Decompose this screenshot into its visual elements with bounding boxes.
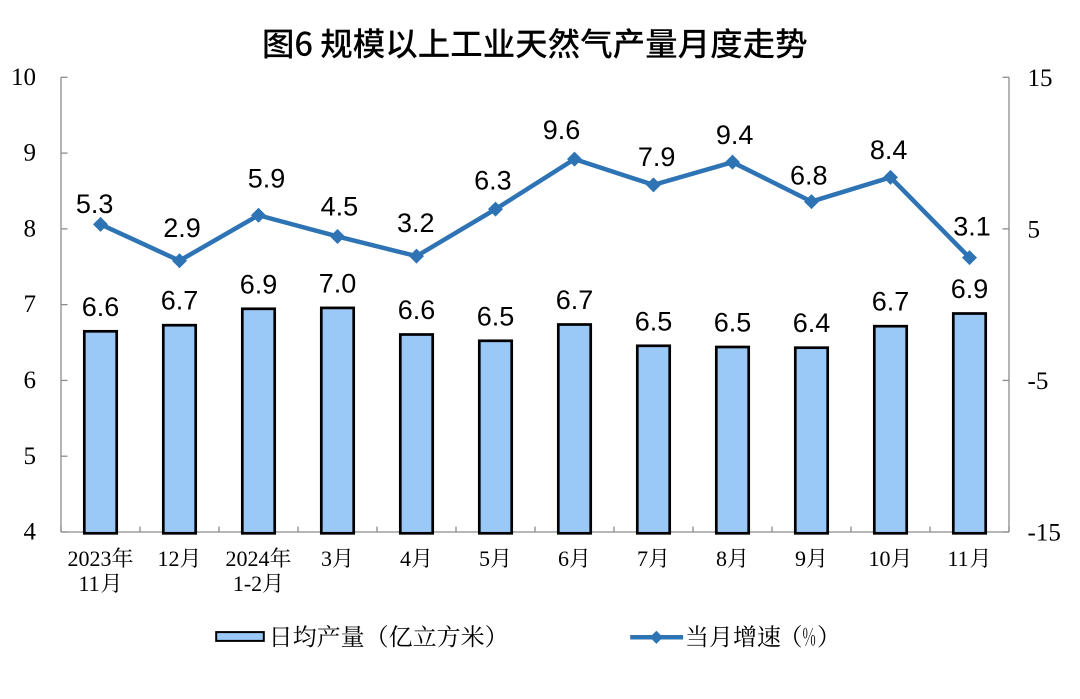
svg-text:5.9: 5.9 (248, 164, 286, 194)
svg-text:6.7: 6.7 (161, 286, 199, 316)
svg-text:1-2: 1-2 (233, 571, 262, 596)
svg-text:6.6: 6.6 (82, 292, 120, 322)
svg-text:4: 4 (24, 519, 37, 546)
svg-text:6.9: 6.9 (951, 274, 989, 304)
svg-text:9: 9 (795, 546, 806, 571)
svg-text:2024: 2024 (226, 546, 270, 571)
svg-text:7: 7 (637, 546, 648, 571)
svg-text:15: 15 (1028, 65, 1053, 92)
svg-text:3.1: 3.1 (953, 212, 991, 242)
svg-text:3: 3 (321, 546, 332, 571)
svg-text:7.0: 7.0 (319, 268, 357, 298)
svg-text:5: 5 (479, 546, 490, 571)
svg-text:6.9: 6.9 (240, 269, 278, 299)
svg-text:6.8: 6.8 (790, 160, 828, 190)
svg-text:12: 12 (158, 546, 180, 571)
svg-text:3.2: 3.2 (397, 208, 435, 238)
svg-text:6: 6 (24, 367, 37, 394)
svg-text:6: 6 (558, 546, 569, 571)
svg-text:-15: -15 (1028, 520, 1061, 547)
svg-text:5.3: 5.3 (76, 189, 114, 219)
svg-text:8: 8 (716, 546, 727, 571)
svg-text:9.6: 9.6 (543, 115, 581, 145)
svg-text:9: 9 (24, 140, 37, 167)
svg-text:7: 7 (24, 291, 37, 318)
svg-text:7.9: 7.9 (638, 142, 676, 172)
svg-text:6.7: 6.7 (556, 285, 594, 315)
svg-text:4.5: 4.5 (321, 192, 359, 222)
svg-text:6.6: 6.6 (398, 295, 436, 325)
svg-text:9.4: 9.4 (716, 120, 754, 150)
svg-text:6.7: 6.7 (872, 287, 910, 317)
svg-text:11: 11 (79, 571, 100, 596)
svg-text:10: 10 (869, 546, 891, 571)
svg-text:6.5: 6.5 (477, 301, 515, 331)
svg-text:8: 8 (24, 216, 37, 243)
svg-text:2.9: 2.9 (163, 213, 201, 243)
svg-text:6.5: 6.5 (635, 306, 673, 336)
svg-text:6.4: 6.4 (793, 308, 831, 338)
svg-text:4: 4 (400, 546, 411, 571)
svg-text:10: 10 (11, 64, 36, 91)
svg-text:6.3: 6.3 (474, 166, 512, 196)
svg-text:11: 11 (948, 546, 969, 571)
svg-text:5: 5 (24, 443, 37, 470)
svg-text:2023: 2023 (68, 546, 112, 571)
svg-text:6.5: 6.5 (714, 308, 752, 338)
svg-text:5: 5 (1028, 216, 1041, 243)
svg-text:8.4: 8.4 (870, 135, 908, 165)
svg-text:-5: -5 (1028, 368, 1049, 395)
